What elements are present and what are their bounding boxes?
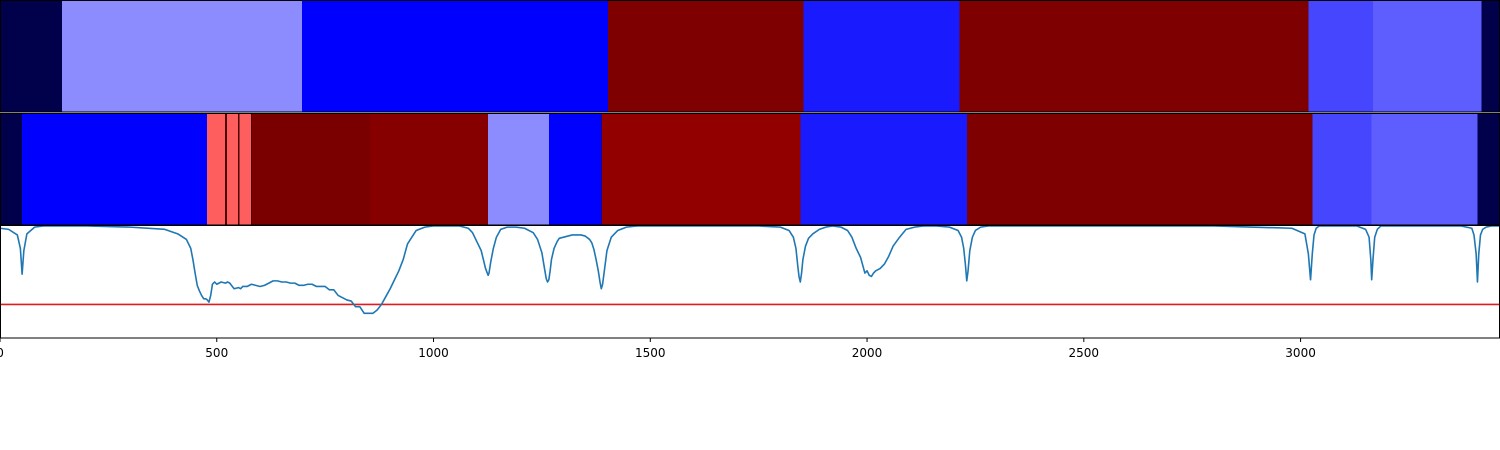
x-tick-label-3: 1500 [635,346,666,360]
segment-1-3 [225,114,228,225]
segment-0-8 [1481,1,1500,112]
segment-1-0 [0,114,23,225]
segment-1-2 [206,114,225,225]
segment-1-4 [227,114,239,225]
x-tick-label-5: 2500 [1069,346,1100,360]
segment-1-11 [548,114,602,225]
segment-1-16 [1312,114,1372,225]
segment-0-5 [959,1,1309,112]
segment-0-2 [302,1,609,112]
x-tick-label-4: 2000 [852,346,883,360]
segment-1-5 [238,114,240,225]
segment-0-1 [61,1,303,112]
segment-1-8 [251,114,371,225]
segment-1-7 [251,114,252,225]
segmentation-track-1 [0,1,1500,112]
segment-0-4 [803,1,960,112]
x-axis: 0 500 1000 1500 2000 2500 3000 [0,338,1316,360]
segment-1-1 [22,114,207,225]
segment-1-15 [967,114,1313,225]
x-tick-label-6: 3000 [1285,346,1316,360]
segment-0-0 [0,1,62,112]
x-tick-label-1: 500 [205,346,228,360]
segment-1-10 [488,114,549,225]
segment-0-6 [1308,1,1373,112]
x-tick-label-0: 0 [0,346,4,360]
segment-1-17 [1371,114,1478,225]
segment-0-7 [1372,1,1482,112]
segment-1-6 [239,114,252,225]
segment-1-13 [602,114,801,225]
x-tick-label-2: 1000 [418,346,449,360]
score-series-line-0 [0,226,1500,315]
score-line-panel [0,226,1500,315]
panel-frame-2 [0,225,1500,339]
segmentation-track-2 [0,114,1500,225]
segment-1-18 [1477,114,1500,225]
segment-1-9 [370,114,489,225]
segment-1-12 [601,114,603,225]
segment-0-3 [608,1,804,112]
segment-1-14 [800,114,968,225]
